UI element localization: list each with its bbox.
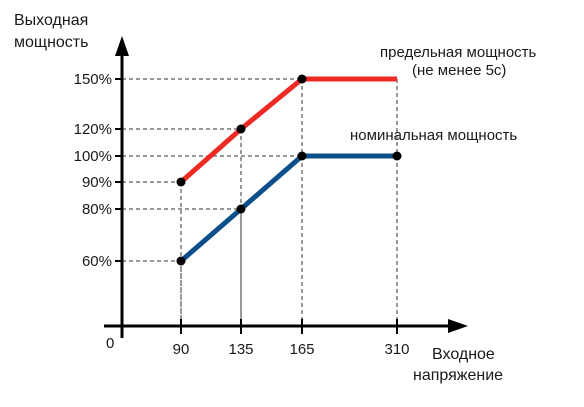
series-label-limit-line1: предельная мощность <box>380 44 537 61</box>
series-lines <box>179 76 397 263</box>
series-label-limit-line2: (не менее 5с) <box>412 62 506 79</box>
y-tick-label: 90% <box>82 174 112 191</box>
x-tick-label: 310 <box>384 341 409 358</box>
data-point <box>297 74 307 84</box>
data-point <box>176 177 186 187</box>
data-point <box>392 151 402 161</box>
y-tick-label: 100% <box>74 148 112 165</box>
y-tick-label: 120% <box>74 121 112 138</box>
guide-lines <box>122 78 398 326</box>
tick-labels: 60% 80% 90% 100% 120% 150% 90 135 165 310 <box>74 71 410 358</box>
ticks <box>115 78 398 334</box>
data-point <box>176 256 186 266</box>
series-label-nominal: номинальная мощность <box>350 127 517 144</box>
x-axis-title-line2: напряжение <box>413 367 503 384</box>
data-point <box>236 204 246 214</box>
axes <box>104 36 468 338</box>
x-axis-title-line1: Входное <box>432 346 495 363</box>
y-tick-label: 60% <box>82 253 112 270</box>
x-axis-arrow <box>448 319 468 333</box>
y-axis-arrow <box>115 36 129 56</box>
x-tick-label: 165 <box>289 341 314 358</box>
origin-label: 0 <box>106 335 114 352</box>
x-tick-label: 90 <box>173 341 190 358</box>
y-axis-title-line2: мощность <box>14 34 88 51</box>
x-tick-label: 135 <box>228 341 253 358</box>
data-point <box>297 151 307 161</box>
data-points <box>176 74 402 266</box>
y-tick-label: 150% <box>74 71 112 88</box>
y-tick-label: 80% <box>82 201 112 218</box>
data-point <box>236 124 246 134</box>
series-line-1 <box>179 153 397 263</box>
series-line-0 <box>179 76 397 184</box>
y-axis-title-line1: Выходная <box>14 12 88 29</box>
